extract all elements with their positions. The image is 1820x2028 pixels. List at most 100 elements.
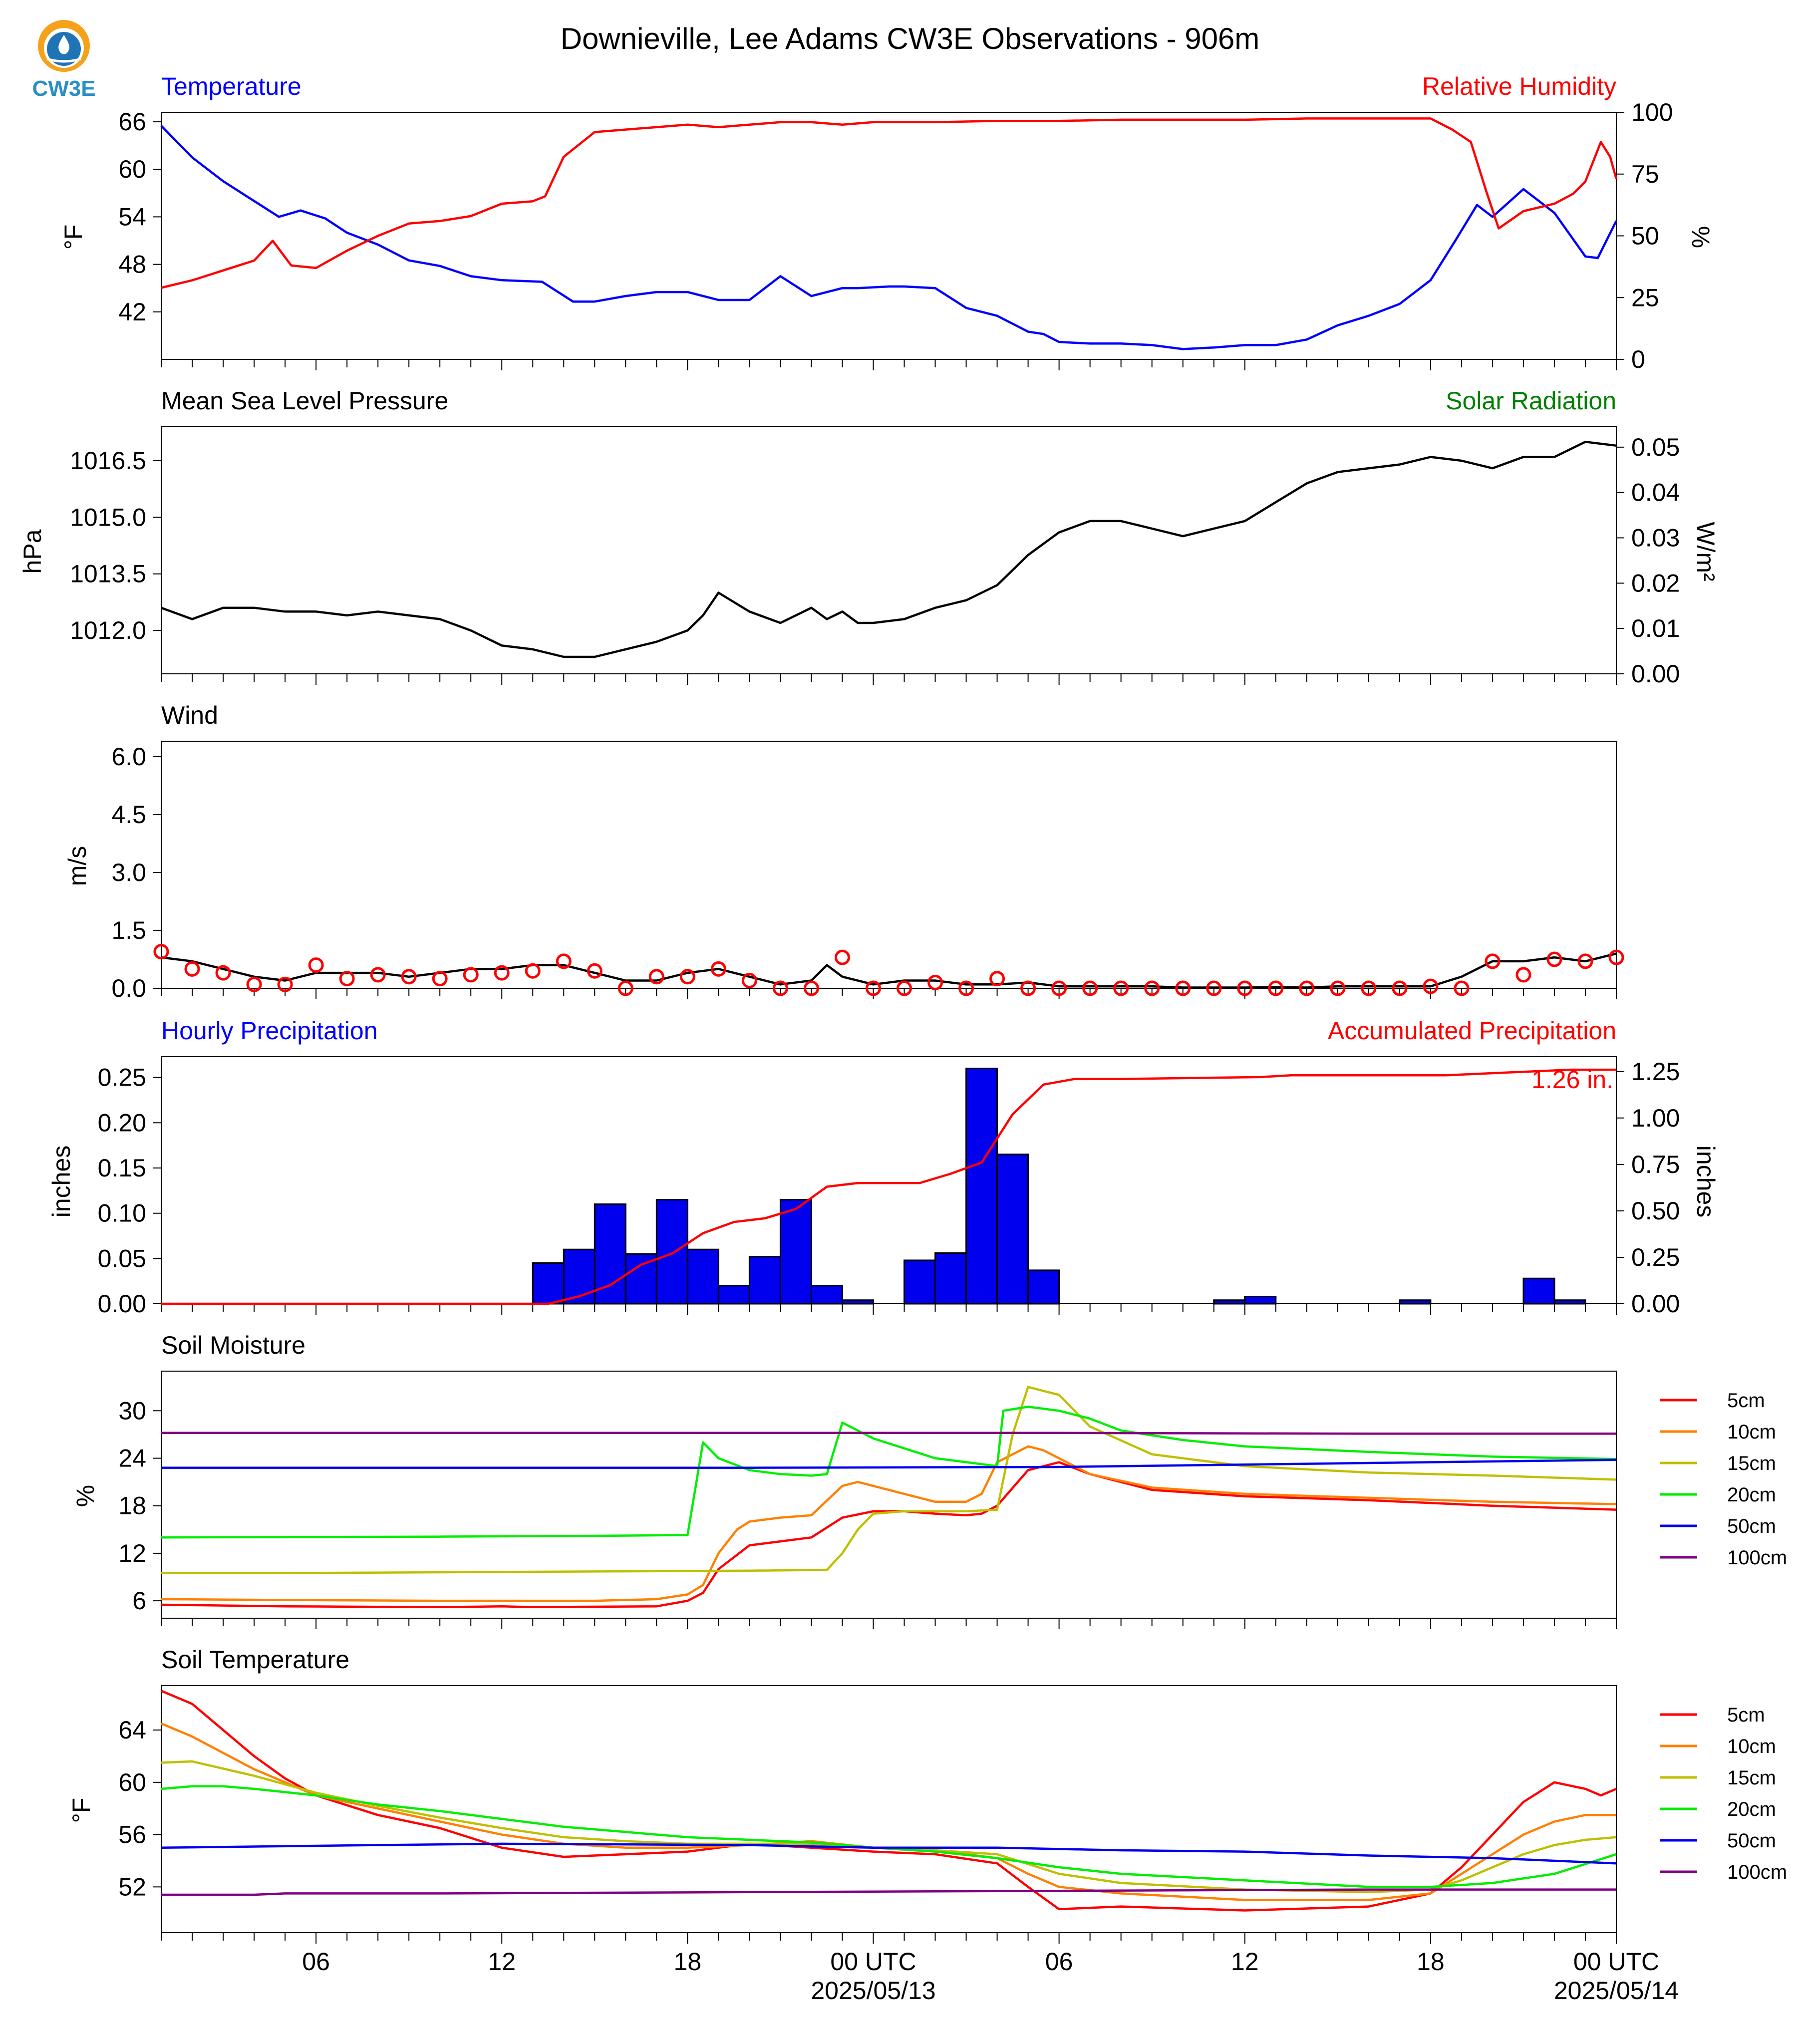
- soil-temperature-plot-area: 52 56 60 64: [118, 1685, 1617, 1944]
- y-right-tick-label: 0.00: [1631, 1290, 1680, 1318]
- panel-title-temperature: Temperature: [161, 72, 302, 100]
- series-line-mslp: [161, 440, 1617, 658]
- wind-average-marker: [1206, 980, 1222, 996]
- y-right-tick-label: 100: [1631, 98, 1673, 126]
- wind-average-marker: [834, 949, 850, 965]
- wind-average-marker: [1051, 980, 1067, 996]
- y-tick-label: 60: [118, 1768, 146, 1796]
- x-tick-label: 00 UTC: [1573, 1948, 1659, 1976]
- wind-average-marker: [525, 963, 541, 979]
- wind-average-marker: [1423, 978, 1439, 994]
- x-tick-label: 18: [1417, 1948, 1445, 1976]
- y-tick-label: 54: [118, 203, 146, 231]
- wind-average-marker: [989, 971, 1005, 987]
- y-tick-label: 56: [118, 1821, 146, 1849]
- panel-title-accumulated-precipitation: Accumulated Precipitation: [1328, 1017, 1616, 1045]
- series-line-20cm: [161, 1785, 1617, 1888]
- precip-bar: [965, 1068, 998, 1305]
- wind-average-marker: [1330, 980, 1346, 996]
- legend-label-15cm: 15cm: [1727, 1452, 1776, 1474]
- wind-average-marker: [1577, 953, 1593, 969]
- series-line-10cm: [161, 1445, 1617, 1602]
- y-tick-label: 48: [118, 251, 146, 279]
- panel-temperature: Temperature Relative Humidity °F % 42 48 5…: [59, 72, 1715, 373]
- plot-frame: [161, 1056, 1617, 1304]
- y-tick-label: 24: [118, 1445, 146, 1472]
- wind-average-marker: [741, 973, 757, 989]
- precip-bar: [686, 1248, 719, 1305]
- panel-precipitation: Hourly Precipitation Accumulated Precipi…: [47, 1017, 1720, 1318]
- wind-average-marker: [370, 967, 386, 983]
- precip-bar: [655, 1198, 688, 1305]
- series-line-temperature: [160, 125, 1618, 350]
- precip-bar: [841, 1299, 874, 1305]
- series-line-50cm: [161, 1842, 1617, 1865]
- y-tick-label: 0.25: [98, 1064, 146, 1092]
- precipitation-ylabel: inches: [47, 1146, 75, 1218]
- precip-bar: [1553, 1299, 1586, 1305]
- series-line-5cm: [161, 1461, 1617, 1609]
- series-line-relative-humidity: [161, 117, 1618, 289]
- precip-bar: [1522, 1277, 1555, 1305]
- logo-text: CW3E: [32, 76, 95, 101]
- wind-average-marker: [339, 971, 355, 987]
- panel-pressure: Mean Sea Level Pressure Solar Radiation …: [18, 387, 1720, 688]
- x-tick-label: 12: [1231, 1948, 1259, 1976]
- wind-average-marker: [1299, 980, 1315, 996]
- precip-bar: [624, 1253, 657, 1305]
- y-right-tick-label: 0.01: [1631, 614, 1680, 642]
- logo-wave-icon: [46, 57, 81, 63]
- series-line-wind-speed: [161, 952, 1617, 989]
- series-line-50cm: [161, 1458, 1617, 1469]
- y-tick-label: 0.10: [98, 1199, 146, 1227]
- y-tick-label: 0.00: [98, 1290, 146, 1318]
- wind-average-marker: [1113, 980, 1129, 996]
- wind-average-marker: [958, 980, 974, 996]
- precip-bar: [594, 1203, 626, 1305]
- precip-bar: [1399, 1299, 1432, 1305]
- y-tick-label: 1016.5: [70, 447, 146, 475]
- panel-soil-temperature: Soil Temperature °F 52 56 60 64 5cm 10cm 15cm…: [67, 1646, 1787, 1944]
- wind-average-marker: [1546, 951, 1562, 967]
- wind-ylabel: m/s: [63, 846, 91, 886]
- precipitation-plot-area: 0.00 0.05 0.10 0.15 0.20 0.25 0.00 0.25 0.50 0.75…: [98, 1056, 1680, 1318]
- soil-temperature-legend: 5cm 10cm 15cm 20cm 50cm 100cm: [1660, 1704, 1787, 1883]
- accumulated-total-label: 1.26 in.: [1531, 1066, 1613, 1094]
- wind-average-marker: [1175, 980, 1191, 996]
- series-line-20cm: [161, 1406, 1617, 1539]
- y-tick-label: 52: [118, 1873, 146, 1901]
- panel-title-solar-radiation: Solar Radiation: [1446, 387, 1616, 415]
- soil-moisture-legend: 5cm 10cm 15cm 20cm 50cm 100cm: [1660, 1390, 1787, 1569]
- wind-average-marker: [1268, 980, 1284, 996]
- legend-label-50cm: 50cm: [1727, 1830, 1776, 1852]
- soil-moisture-ylabel: %: [71, 1485, 99, 1507]
- panel-title-pressure: Mean Sea Level Pressure: [161, 387, 448, 415]
- precip-bar: [779, 1198, 812, 1305]
- wind-average-marker: [679, 969, 695, 985]
- plot-frame: [161, 1685, 1617, 1933]
- wind-average-marker: [803, 980, 819, 996]
- y-tick-label: 12: [118, 1539, 146, 1567]
- wind-average-marker: [1237, 980, 1253, 996]
- wind-average-marker: [494, 965, 510, 981]
- wind-average-marker: [153, 944, 169, 960]
- y-right-tick-label: 0.05: [1631, 433, 1680, 461]
- y-tick-label: 6.0: [111, 743, 146, 771]
- precip-bar: [934, 1252, 967, 1305]
- pressure-plot-area: 1012.0 1013.5 1015.0 1016.5 0.00 0.01 0.02 0.03…: [70, 426, 1680, 688]
- wind-average-marker: [1082, 980, 1098, 996]
- cw3e-logo: CW3E: [32, 20, 96, 101]
- plot-frame: [161, 1371, 1617, 1619]
- precip-bar: [1244, 1295, 1277, 1305]
- legend-label-100cm: 100cm: [1727, 1861, 1787, 1883]
- legend-label-10cm: 10cm: [1727, 1421, 1776, 1443]
- series-line-100cm: [161, 1432, 1616, 1435]
- wind-average-marker: [556, 953, 572, 969]
- wind-average-marker: [772, 980, 788, 996]
- y-right-tick-label: 0.50: [1631, 1197, 1680, 1225]
- panel-title-wind: Wind: [161, 701, 218, 729]
- solar-ylabel: W/m²: [1692, 522, 1720, 581]
- y-right-tick-label: 0.02: [1631, 569, 1680, 597]
